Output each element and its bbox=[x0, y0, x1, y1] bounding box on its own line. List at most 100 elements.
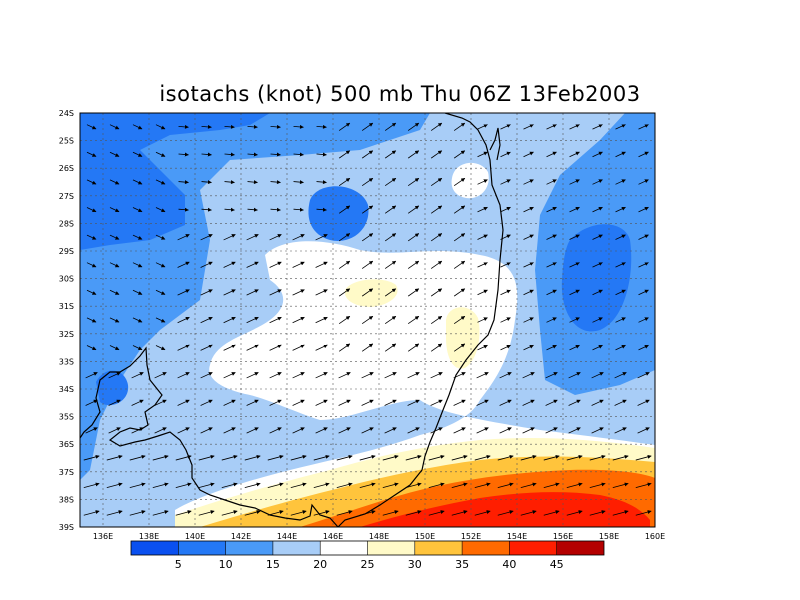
wind-arrow bbox=[407, 122, 420, 131]
wind-arrow bbox=[292, 372, 305, 379]
wind-arrow bbox=[200, 344, 213, 351]
wind-arrow bbox=[85, 372, 98, 379]
colorbar-label: 10 bbox=[219, 558, 233, 571]
wind-arrow bbox=[177, 316, 190, 324]
wind-arrow bbox=[315, 427, 328, 434]
wind-arrow bbox=[615, 262, 626, 268]
wind-arrow bbox=[430, 122, 443, 131]
colorbar-swatch bbox=[509, 541, 557, 555]
wind-arrow bbox=[635, 482, 652, 489]
wind-arrow bbox=[270, 207, 281, 212]
wind-arrow bbox=[109, 151, 120, 157]
wind-arrow bbox=[86, 289, 97, 295]
wind-arrow bbox=[221, 454, 238, 461]
wind-arrow bbox=[338, 260, 351, 269]
wind-arrow bbox=[269, 261, 282, 268]
wind-arrow bbox=[338, 315, 351, 325]
wind-arrow bbox=[384, 372, 397, 379]
wind-arrow bbox=[338, 205, 351, 214]
wind-arrow bbox=[224, 207, 235, 212]
wind-arrow bbox=[453, 150, 466, 159]
wind-arrow bbox=[477, 124, 488, 130]
wind-arrow bbox=[338, 233, 351, 242]
wind-arrow bbox=[359, 482, 376, 489]
wind-arrow bbox=[175, 482, 192, 489]
wind-arrow bbox=[407, 233, 420, 242]
wind-arrow bbox=[453, 177, 466, 187]
wind-arrow bbox=[592, 344, 603, 351]
wind-arrow bbox=[523, 234, 534, 240]
wind-arrow bbox=[109, 124, 120, 130]
wind-arrow bbox=[269, 427, 282, 434]
wind-arrow bbox=[85, 427, 98, 434]
wind-arrow bbox=[453, 399, 466, 406]
wind-arrow bbox=[246, 344, 259, 351]
wind-arrow bbox=[522, 372, 535, 379]
lat-label: 37S bbox=[59, 468, 74, 477]
wind-arrow bbox=[546, 234, 557, 240]
lon-label: 148E bbox=[369, 532, 389, 541]
wind-arrow bbox=[359, 510, 376, 516]
wind-arrow bbox=[500, 124, 511, 130]
wind-arrow bbox=[316, 124, 327, 129]
wind-arrow bbox=[638, 234, 649, 240]
wind-arrow bbox=[338, 122, 351, 131]
wind-arrow bbox=[109, 179, 120, 185]
coastline-north-inlet bbox=[489, 127, 501, 161]
wind-arrow bbox=[267, 482, 284, 489]
wind-arrow bbox=[384, 399, 397, 406]
wind-arrow bbox=[569, 179, 580, 185]
wind-arrow bbox=[497, 510, 514, 516]
colorbar-swatch bbox=[225, 541, 273, 555]
wind-arrow bbox=[316, 152, 327, 157]
wind-arrow bbox=[428, 510, 445, 516]
wind-arrow bbox=[132, 345, 143, 351]
wind-arrow bbox=[361, 150, 374, 159]
wind-arrow bbox=[569, 124, 580, 130]
wind-arrow bbox=[500, 151, 511, 158]
wind-arrow bbox=[566, 454, 583, 461]
wind-arrow bbox=[109, 234, 120, 240]
wind-arrow bbox=[522, 399, 535, 406]
wind-arrow bbox=[638, 206, 649, 213]
wind-arrow bbox=[614, 427, 627, 434]
wind-arrow bbox=[223, 261, 236, 268]
wind-arrow bbox=[430, 288, 443, 297]
wind-arrow bbox=[637, 399, 650, 406]
wind-arrow bbox=[361, 260, 374, 269]
wind-arrow bbox=[109, 207, 120, 213]
wind-arrow bbox=[361, 372, 374, 379]
wind-arrow bbox=[198, 482, 215, 489]
wind-arrow bbox=[223, 372, 236, 379]
lat-label: 31S bbox=[59, 302, 74, 311]
wind-arrow bbox=[592, 317, 603, 323]
wind-arrow bbox=[476, 399, 489, 406]
wind-arrow bbox=[315, 316, 328, 324]
wind-arrow bbox=[615, 317, 626, 323]
lat-label: 32S bbox=[59, 330, 74, 339]
wind-arrow bbox=[361, 205, 374, 214]
wind-arrow bbox=[293, 124, 304, 129]
wind-arrow bbox=[361, 233, 374, 242]
lon-label: 142E bbox=[231, 532, 251, 541]
wind-arrow bbox=[591, 399, 604, 406]
lat-label: 39S bbox=[59, 523, 74, 532]
wind-arrow bbox=[451, 510, 468, 516]
wind-arrow bbox=[86, 207, 97, 213]
wind-arrow bbox=[477, 262, 488, 268]
wind-arrow bbox=[384, 315, 397, 325]
wind-arrow bbox=[292, 261, 305, 268]
wind-arrow bbox=[612, 510, 629, 516]
wind-arrow bbox=[500, 206, 511, 213]
wind-arrow bbox=[131, 399, 144, 406]
wind-arrow bbox=[477, 206, 488, 213]
wind-arrow bbox=[132, 317, 143, 323]
wind-arrow bbox=[315, 289, 328, 296]
wind-arrow bbox=[520, 454, 537, 461]
lon-label: 136E bbox=[93, 532, 113, 541]
wind-arrow bbox=[315, 234, 328, 241]
wind-arrow bbox=[638, 289, 649, 296]
wind-arrow bbox=[292, 316, 305, 324]
wind-arrow bbox=[155, 151, 166, 157]
